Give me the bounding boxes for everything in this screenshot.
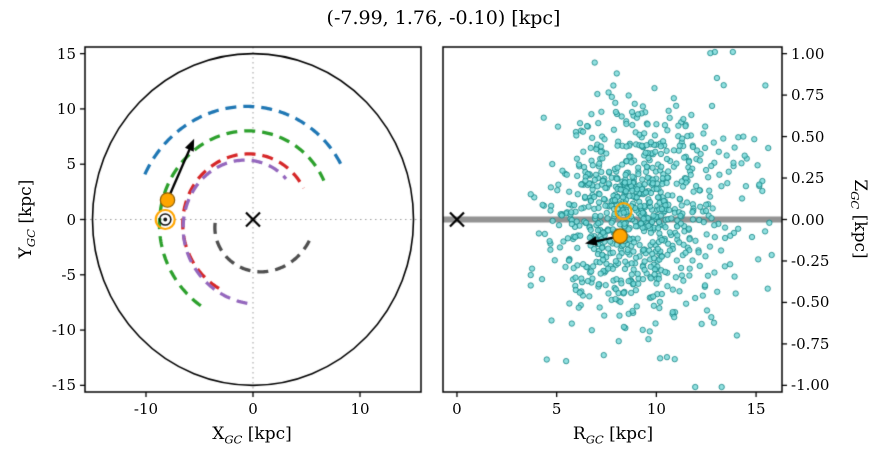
rz-panel: [443, 47, 782, 392]
axis-unit: [kpc]: [242, 424, 292, 444]
axis-subscript: GC: [24, 229, 39, 248]
axis-letter: Z: [850, 179, 871, 192]
axis-subscript: GC: [847, 191, 862, 210]
axis-subscript: GC: [224, 432, 243, 447]
axis-letter: R: [572, 424, 586, 444]
x-axis-label-xy: XGC [kpc]: [212, 424, 292, 446]
axis-unit: [kpc]: [15, 179, 36, 230]
x-axis-label-rz: RGC [kpc]: [573, 424, 653, 446]
figure-title: (-7.99, 1.76, -0.10) [kpc]: [326, 7, 561, 29]
xy-panel: [85, 47, 421, 392]
axis-subscript: GC: [585, 432, 604, 447]
y-axis-label-xy: YGC [kpc]: [16, 180, 38, 259]
axis-unit: [kpc]: [850, 209, 871, 259]
axis-letter: X: [212, 424, 225, 444]
y-axis-label-rz: ZGC [kpc]: [848, 179, 870, 258]
axis-letter: Y: [15, 247, 36, 259]
axis-unit: [kpc]: [603, 424, 654, 444]
